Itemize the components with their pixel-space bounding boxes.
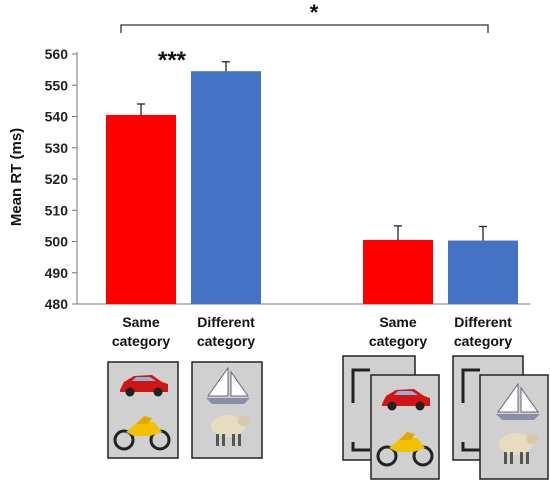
category-label-line1: Different — [454, 314, 512, 330]
category-label-line1: Same — [122, 314, 160, 330]
sailboat-icon — [206, 366, 250, 404]
stimulus-different-category-single — [191, 361, 263, 459]
y-tick-label: 540 — [45, 109, 69, 125]
bar — [363, 239, 433, 304]
yellow-motorbike-icon — [113, 416, 171, 451]
category-label-line2: category — [197, 333, 256, 349]
yellow-motorbike-icon — [376, 432, 434, 467]
y-tick-label: 520 — [45, 171, 69, 187]
sheep-icon — [211, 415, 250, 446]
category-label-line2: category — [112, 333, 171, 349]
category-label-line2: category — [369, 333, 428, 349]
y-tick-label: 560 — [45, 46, 69, 62]
stimulus-same-category-single — [107, 361, 179, 459]
y-tick-label: 510 — [45, 202, 69, 218]
group-significance-bracket — [120, 24, 489, 33]
category-label-line1: Different — [197, 314, 255, 330]
bar — [448, 240, 518, 304]
stimulus-different-category-sequence — [452, 355, 549, 480]
red-car-icon — [120, 375, 168, 397]
y-axis-label: Mean RT (ms) — [8, 128, 25, 226]
group-significance-star: * — [310, 0, 319, 25]
stimulus-same-category-sequence — [342, 355, 440, 480]
red-car-icon — [382, 389, 430, 411]
y-tick-label: 530 — [45, 140, 69, 156]
sailboat-icon — [496, 382, 540, 420]
sheep-icon — [499, 433, 538, 464]
y-tick-label: 550 — [45, 77, 69, 93]
category-labels: Same category Different category Same categor… — [112, 314, 513, 349]
bars — [106, 71, 518, 304]
pair-significance-stars: *** — [158, 47, 187, 74]
bar — [191, 71, 261, 304]
y-tick-label: 480 — [45, 296, 69, 312]
y-tick-label: 490 — [45, 265, 69, 281]
category-label-line1: Same — [379, 314, 417, 330]
y-tick-label: 500 — [45, 234, 69, 250]
bar — [106, 114, 176, 304]
category-label-line2: category — [454, 333, 513, 349]
error-bars — [137, 61, 487, 241]
